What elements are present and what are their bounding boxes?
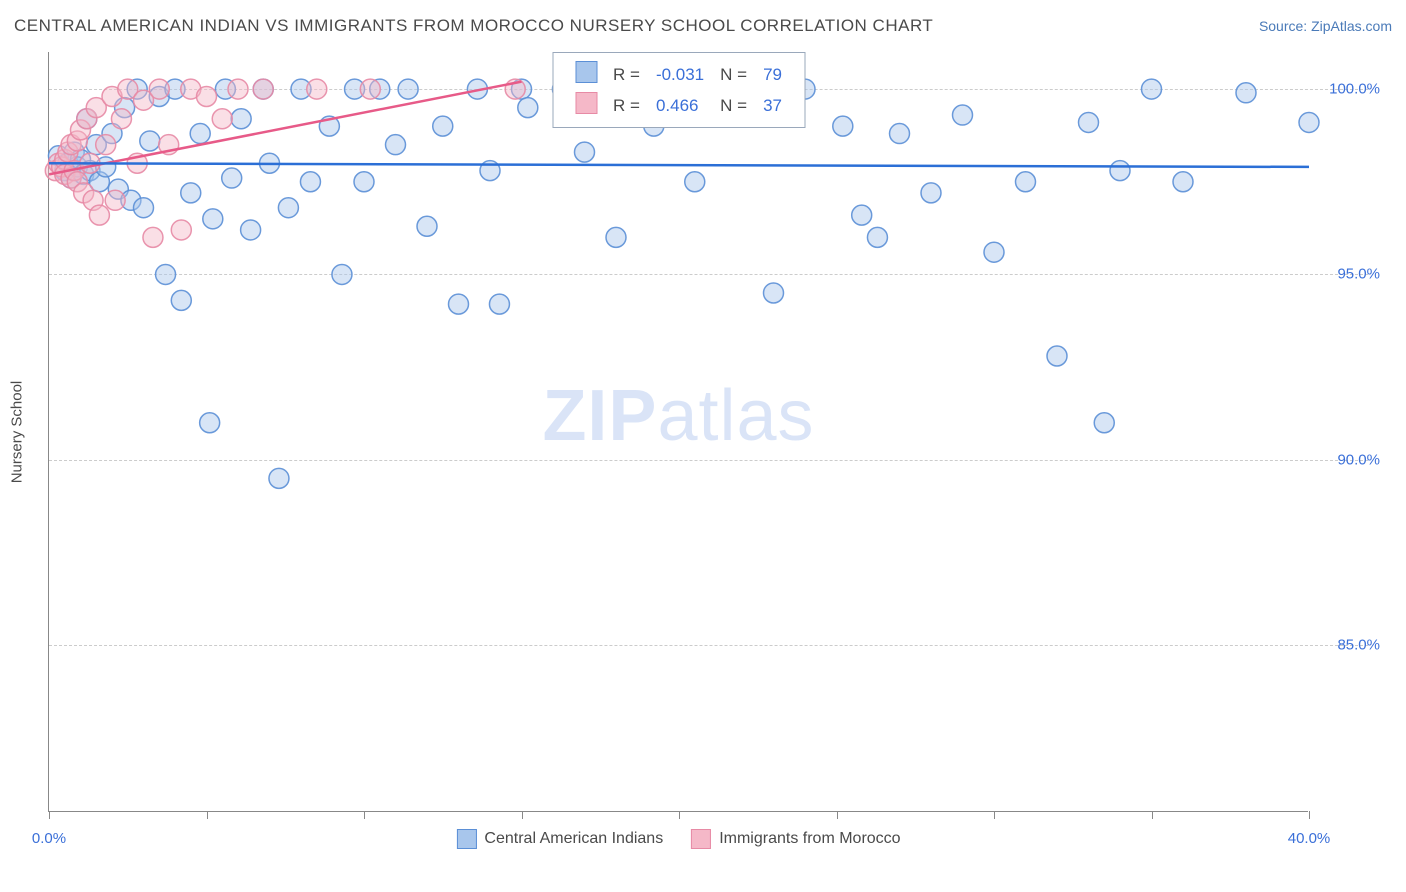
data-point [449, 294, 469, 314]
data-point [171, 290, 191, 310]
data-point [764, 283, 784, 303]
data-point [890, 124, 910, 144]
stats-row-series2: R = 0.466 N = 37 [567, 90, 790, 121]
data-point [575, 142, 595, 162]
data-point [417, 216, 437, 236]
x-tick [364, 811, 365, 819]
data-point [253, 79, 273, 99]
stats-row-series1: R = -0.031 N = 79 [567, 59, 790, 90]
data-point [307, 79, 327, 99]
x-tick [522, 811, 523, 819]
y-axis-title: Nursery School [9, 380, 26, 483]
data-point [1236, 83, 1256, 103]
stats-swatch-series1 [575, 61, 597, 83]
data-point [332, 264, 352, 284]
data-point [1173, 172, 1193, 192]
data-point [96, 135, 116, 155]
x-tick [837, 811, 838, 819]
data-point [984, 242, 1004, 262]
x-tick-label: 0.0% [32, 830, 66, 847]
data-point [228, 79, 248, 99]
data-point [212, 109, 232, 129]
source-label: Source: ZipAtlas.com [1259, 18, 1392, 34]
y-tick-label: 85.0% [1318, 637, 1380, 654]
data-point [921, 183, 941, 203]
stats-r-label: R = [605, 90, 648, 121]
legend-swatch-series1 [456, 829, 476, 849]
legend-item-series2: Immigrants from Morocco [691, 829, 900, 849]
legend-swatch-series2 [691, 829, 711, 849]
stats-r-value-series2: 0.466 [648, 90, 712, 121]
data-point [300, 172, 320, 192]
data-point [953, 105, 973, 125]
legend-item-series1: Central American Indians [456, 829, 663, 849]
data-point [105, 190, 125, 210]
data-point [134, 198, 154, 218]
legend-label-series2: Immigrants from Morocco [719, 830, 900, 848]
plot-area: Nursery School 85.0%90.0%95.0%100.0% 0.0… [48, 52, 1308, 812]
stats-n-value-series1: 79 [755, 59, 790, 90]
data-point [231, 109, 251, 129]
data-point [386, 135, 406, 155]
data-point [269, 468, 289, 488]
stats-r-label: R = [605, 59, 648, 90]
data-point [1110, 161, 1130, 181]
y-tick-label: 95.0% [1318, 266, 1380, 283]
data-point [190, 124, 210, 144]
x-tick [49, 811, 50, 819]
data-point [1047, 346, 1067, 366]
x-tick [1152, 811, 1153, 819]
stats-r-value-series1: -0.031 [648, 59, 712, 90]
data-point [149, 79, 169, 99]
chart-title: CENTRAL AMERICAN INDIAN VS IMMIGRANTS FR… [14, 16, 933, 36]
data-point [833, 116, 853, 136]
data-point [111, 109, 131, 129]
chart-container: CENTRAL AMERICAN INDIAN VS IMMIGRANTS FR… [0, 0, 1406, 892]
y-tick-label: 100.0% [1318, 81, 1380, 98]
data-point [203, 209, 223, 229]
stats-n-label: N = [712, 90, 755, 121]
data-point [181, 183, 201, 203]
legend-label-series1: Central American Indians [484, 830, 663, 848]
stats-n-value-series2: 37 [755, 90, 790, 121]
data-point [278, 198, 298, 218]
x-tick [994, 811, 995, 819]
data-point [1142, 79, 1162, 99]
data-point [354, 172, 374, 192]
data-point [171, 220, 191, 240]
data-point [1299, 112, 1319, 132]
data-point [143, 227, 163, 247]
y-tick-label: 90.0% [1318, 451, 1380, 468]
data-point [1094, 413, 1114, 433]
data-point [360, 79, 380, 99]
title-bar: CENTRAL AMERICAN INDIAN VS IMMIGRANTS FR… [14, 16, 1392, 36]
data-point [685, 172, 705, 192]
x-tick-label: 40.0% [1288, 830, 1331, 847]
data-point [518, 98, 538, 118]
data-point [489, 294, 509, 314]
x-tick [1309, 811, 1310, 819]
stats-n-label: N = [712, 59, 755, 90]
data-point [1016, 172, 1036, 192]
data-point [241, 220, 261, 240]
data-point [398, 79, 418, 99]
stats-box: R = -0.031 N = 79 R = 0.466 N = 37 [552, 52, 805, 128]
data-point [606, 227, 626, 247]
scatter-svg [49, 52, 1308, 811]
data-point [867, 227, 887, 247]
legend-bottom: Central American Indians Immigrants from… [456, 829, 900, 849]
x-tick [679, 811, 680, 819]
x-tick [207, 811, 208, 819]
stats-swatch-series2 [575, 92, 597, 114]
data-point [140, 131, 160, 151]
data-point [197, 86, 217, 106]
data-point [222, 168, 242, 188]
data-point [200, 413, 220, 433]
data-point [852, 205, 872, 225]
data-point [89, 205, 109, 225]
data-point [1079, 112, 1099, 132]
data-point [433, 116, 453, 136]
data-point [156, 264, 176, 284]
